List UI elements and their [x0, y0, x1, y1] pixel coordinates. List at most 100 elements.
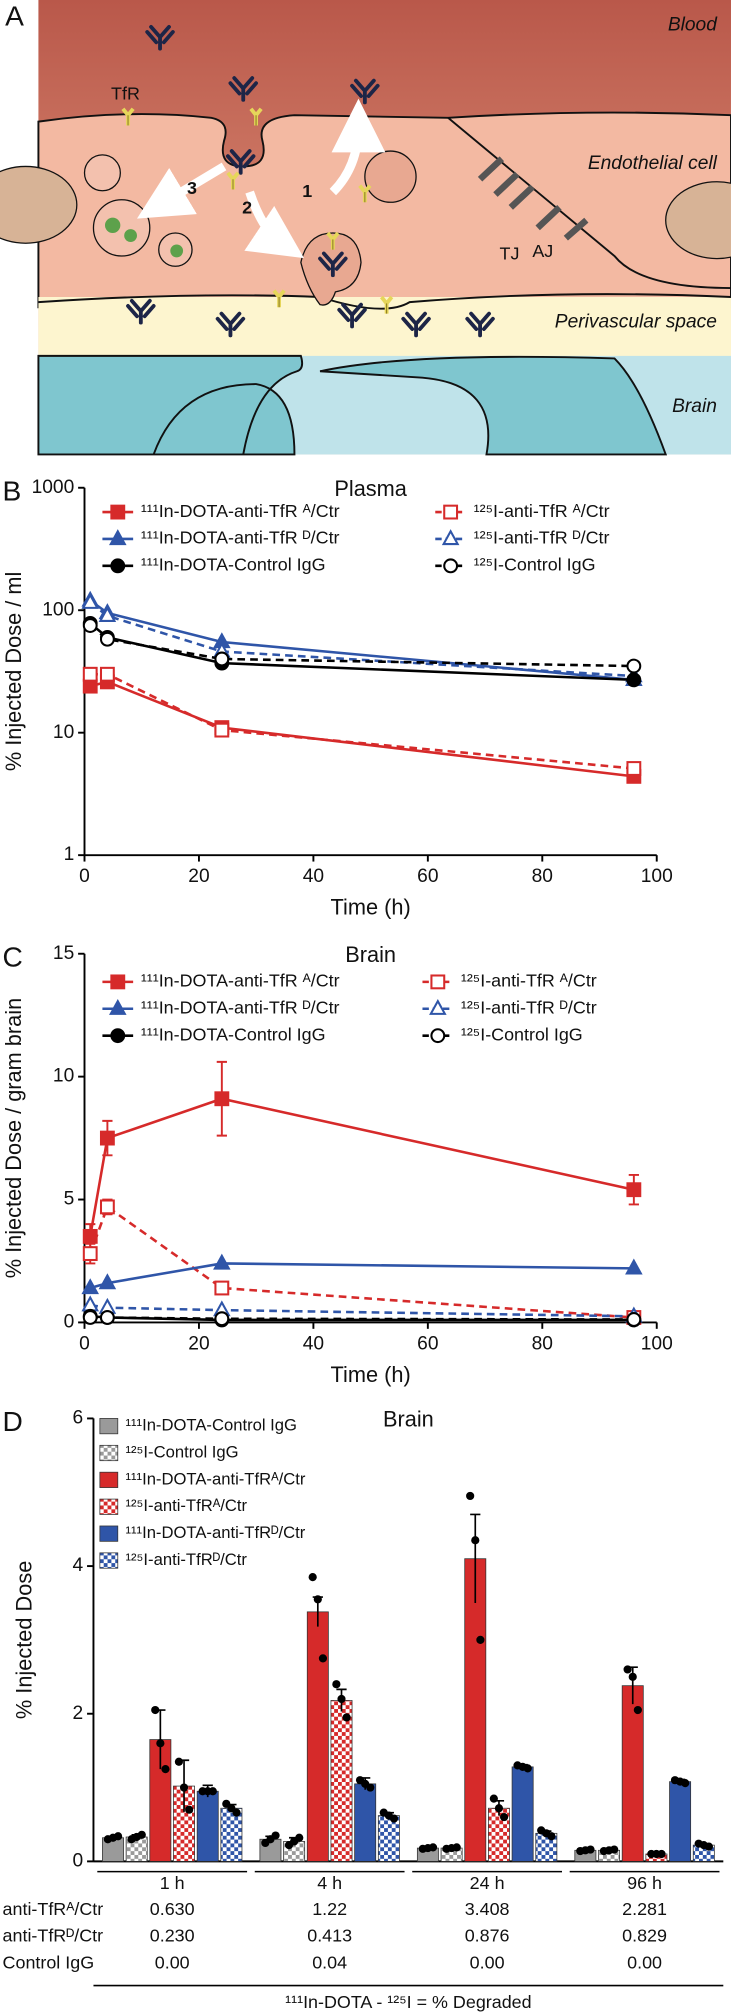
series-line: [88, 1097, 635, 1237]
legend-label: ¹²⁵I-Control IgG: [125, 1442, 238, 1461]
bar: [330, 1700, 353, 1862]
x-tick-label: 100: [641, 1333, 673, 1354]
chart-title: Plasma: [334, 476, 407, 501]
series-line: [89, 624, 634, 668]
table-cell: 0.630: [150, 1899, 195, 1919]
marker: [82, 618, 98, 633]
marker: [98, 1273, 117, 1290]
data-point: [489, 1794, 498, 1803]
x-tick-label: 40: [303, 1333, 324, 1354]
data-point: [313, 1595, 322, 1604]
data-point: [681, 1779, 690, 1788]
series-line: [89, 1204, 634, 1319]
legend-marker: [443, 558, 459, 574]
x-axis-label: Time (h): [331, 1362, 411, 1387]
marker: [626, 761, 642, 776]
x-tick-label: 40: [303, 866, 324, 887]
data-point: [156, 1739, 165, 1748]
astrocyte: [319, 355, 668, 456]
table-cell: 0.00: [470, 1953, 505, 1973]
data-point: [161, 1765, 170, 1774]
panel-c: C Brain % Injected Dose / gram brain 0 20 40 6…: [1, 941, 673, 1387]
label: TJ: [500, 243, 520, 263]
legend-label: ¹¹¹In-DOTA-anti-TfR ᴬ/Ctr: [141, 501, 340, 521]
marker: [626, 1182, 642, 1198]
legend-swatch: [99, 1471, 119, 1488]
diagram: A Blood TfR Endothelial cell 1 2 3 TJ AJ…: [0, 0, 731, 456]
x-tick-label: 100: [641, 866, 673, 887]
legend-marker: [110, 558, 126, 574]
legend-label: ¹²⁵I-anti-TfR ᴬ/Ctr: [474, 501, 610, 521]
bar: [354, 1783, 377, 1862]
marker: [626, 658, 642, 674]
region-label: Endothelial cell: [588, 153, 718, 174]
data-point: [114, 1832, 123, 1841]
series-line: [90, 672, 634, 770]
legend-label: ¹¹¹In-DOTA-anti-TfR ᴰ/Ctr: [141, 998, 340, 1018]
data-point: [476, 1635, 485, 1645]
legend-swatch: [99, 1552, 119, 1569]
series-line: [89, 680, 635, 778]
table-cell: 0.04: [312, 1953, 347, 1973]
marker: [99, 666, 115, 682]
region-label: Perivascular space: [555, 312, 717, 333]
route-label: 1: [302, 181, 312, 201]
y-tick-label: 10: [53, 722, 74, 743]
data-point: [232, 1808, 241, 1817]
astrocyte: [37, 354, 304, 456]
y-tick-label: 4: [73, 1555, 84, 1576]
junction: [447, 117, 731, 290]
table-footer: ¹¹¹In-DOTA - ¹²⁵I = % Degraded: [285, 1992, 531, 2012]
data-point: [586, 1845, 595, 1854]
marker: [82, 1310, 98, 1325]
y-tick-label: 2: [73, 1703, 84, 1724]
legend-label: ¹²⁵I-anti-TfRᴰ/Ctr: [125, 1550, 247, 1569]
marker: [214, 1311, 230, 1327]
data-point: [628, 1672, 637, 1681]
table-cell: 2.281: [622, 1899, 667, 1919]
legend-label: ¹¹¹In-DOTA-Control IgG: [141, 555, 326, 575]
marker: [625, 1258, 643, 1275]
marker: [82, 666, 98, 682]
legend-swatch: [99, 1498, 119, 1515]
data-point: [428, 1843, 438, 1852]
x-tick-label: 80: [532, 866, 553, 887]
legend-marker: [110, 1028, 126, 1044]
y-tick-label: 10: [53, 1066, 74, 1087]
data-point: [185, 1805, 194, 1814]
panel-label: B: [3, 475, 22, 506]
y-tick-label: 6: [73, 1408, 84, 1429]
x-tick-label: 1 h: [160, 1873, 185, 1893]
legend-marker: [430, 1028, 446, 1044]
marker: [214, 722, 230, 738]
legend-label: ¹¹¹In-DOTA-anti-TfR ᴰ/Ctr: [141, 528, 340, 548]
nucleus: [665, 181, 731, 260]
error-bar: [470, 1513, 481, 1604]
table-row-label: anti-TfRᴬ/Ctr: [3, 1899, 104, 1919]
series-line: [90, 1316, 634, 1321]
nucleus: [0, 165, 78, 244]
x-tick-label: 24 h: [470, 1873, 505, 1893]
data-point: [547, 1832, 556, 1841]
bar: [377, 1815, 400, 1862]
data-point: [179, 1783, 189, 1792]
endothelium: [37, 111, 731, 309]
marker: [99, 1310, 115, 1325]
data-point: [499, 1812, 509, 1822]
legend-marker: [443, 504, 459, 520]
marker: [81, 592, 99, 609]
label: AJ: [532, 241, 553, 261]
table-cell: 0.413: [307, 1926, 352, 1946]
legend-marker: [430, 974, 446, 990]
bar: [306, 1611, 329, 1862]
legend-label: ¹¹¹In-DOTA-Control IgG: [141, 1024, 326, 1044]
data-point: [366, 1783, 375, 1792]
legend-label: ¹²⁵I-anti-TfR ᴬ/Ctr: [461, 971, 597, 991]
data-point: [466, 1491, 475, 1501]
y-tick-label: 5: [64, 1189, 75, 1210]
bar: [464, 1558, 487, 1862]
panel-label: D: [3, 1406, 23, 1437]
legend-label: ¹¹¹In-DOTA-Control IgG: [125, 1416, 297, 1435]
legend-marker: [110, 504, 126, 520]
marker: [214, 1280, 230, 1296]
